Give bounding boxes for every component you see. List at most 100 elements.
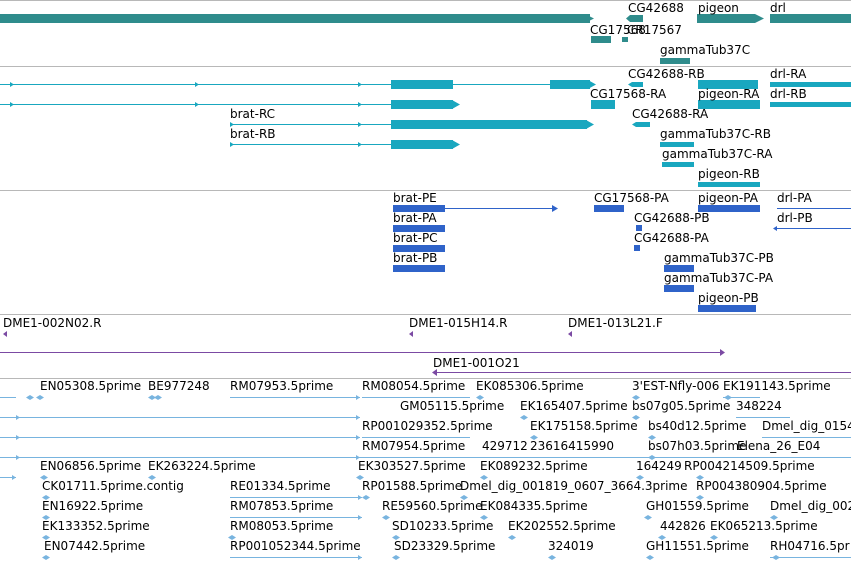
est-label[interactable]: Dmel_dig_0029 bbox=[770, 499, 851, 513]
protein-label[interactable]: CG42688-PA bbox=[634, 231, 710, 245]
transcript-label[interactable]: brat-RB bbox=[230, 127, 276, 141]
protein-track: brat-PE CG17568-PA pigeon-PA drl-PA brat… bbox=[393, 191, 851, 312]
transcript-label[interactable]: CG17568-RA bbox=[590, 87, 667, 101]
protein-label[interactable]: pigeon-PB bbox=[698, 291, 759, 305]
clone-label[interactable]: DME1-013L21.F bbox=[568, 316, 663, 330]
transcript-label[interactable]: gammaTub37C-RB bbox=[660, 127, 771, 141]
gene-gammatub37c[interactable] bbox=[660, 58, 690, 64]
protein-label[interactable]: pigeon-PA bbox=[698, 191, 759, 205]
protein-label[interactable]: drl-PA bbox=[777, 191, 813, 205]
protein-label[interactable]: brat-PB bbox=[393, 251, 437, 265]
gene-label[interactable]: CR17567 bbox=[627, 23, 682, 37]
est-label[interactable]: SD10233.5prime bbox=[392, 519, 493, 533]
protein-label[interactable]: brat-PE bbox=[393, 191, 437, 205]
est-label[interactable]: RM07954.5prime bbox=[362, 439, 465, 453]
est-label[interactable]: Elena_26_E04 bbox=[737, 439, 820, 453]
transcript-label[interactable]: drl-RB bbox=[770, 87, 807, 101]
est-label[interactable]: CK01711.5prime.contig bbox=[42, 479, 184, 493]
est-label[interactable]: 23616415990 bbox=[530, 439, 614, 453]
est-label[interactable]: BE977248 bbox=[148, 379, 210, 393]
est-label[interactable]: EN06856.5prime bbox=[40, 459, 141, 473]
protein-label[interactable]: CG17568-PA bbox=[594, 191, 670, 205]
est-label[interactable]: GH11551.5prime bbox=[646, 539, 749, 553]
clone-label[interactable]: DME1-002N02.R bbox=[3, 316, 101, 330]
est-label[interactable]: RP004380904.5prime bbox=[696, 479, 827, 493]
est-label[interactable]: EK065213.5prime bbox=[710, 519, 818, 533]
protein-features[interactable] bbox=[393, 205, 851, 312]
transcript-label[interactable]: gammaTub37C-RA bbox=[662, 147, 773, 161]
protein-label[interactable]: CG42688-PB bbox=[634, 211, 710, 225]
est-label[interactable]: EN05308.5prime bbox=[40, 379, 141, 393]
est-label[interactable]: bs07g05.5prime bbox=[632, 399, 730, 413]
est-label[interactable]: RP001029352.5prime bbox=[362, 419, 493, 433]
gene-drl[interactable] bbox=[770, 14, 851, 23]
protein-label[interactable]: gammaTub37C-PB bbox=[664, 251, 774, 265]
est-label[interactable]: RM08054.5prime bbox=[362, 379, 465, 393]
est-label[interactable]: bs07h03.5prime bbox=[648, 439, 746, 453]
est-label[interactable]: EK133352.5prime bbox=[42, 519, 150, 533]
est-label[interactable]: RH04716.5pr bbox=[770, 539, 850, 553]
est-label[interactable]: Dmel_dig_001819_0607_3664.3prime bbox=[460, 479, 688, 493]
clone-label[interactable]: DME1-015H14.R bbox=[409, 316, 508, 330]
est-label[interactable]: Dmel_dig_0154 bbox=[762, 419, 851, 433]
est-label[interactable]: bs40d12.5prime bbox=[648, 419, 746, 433]
protein-label[interactable]: drl-PB bbox=[777, 211, 813, 225]
est-label[interactable]: SD23329.5prime bbox=[394, 539, 495, 553]
protein-label[interactable]: gammaTub37C-PA bbox=[664, 271, 774, 285]
gene-label[interactable]: CG42688 bbox=[628, 1, 684, 15]
est-label[interactable]: 324019 bbox=[548, 539, 594, 553]
est-label[interactable]: RM07853.5prime bbox=[230, 499, 333, 513]
clone-features[interactable] bbox=[0, 331, 851, 376]
gene-label[interactable]: CG17568 bbox=[590, 23, 646, 37]
transcript-track: CG42688-RB drl-RA CG17568-RA pigeon-RA d… bbox=[0, 67, 851, 187]
transcript-label[interactable]: CG42688-RB bbox=[628, 67, 705, 81]
gene-cr17567[interactable] bbox=[622, 37, 628, 42]
gene-cg42688[interactable] bbox=[630, 15, 643, 22]
gene-features[interactable] bbox=[0, 14, 851, 64]
est-label[interactable]: RP001052344.5prime bbox=[230, 539, 361, 553]
gene-cg17568[interactable] bbox=[591, 36, 611, 43]
transcript-labels: CG42688-RB drl-RA CG17568-RA pigeon-RA d… bbox=[230, 67, 807, 181]
est-label[interactable]: 442826 bbox=[660, 519, 706, 533]
transcript-label[interactable]: brat-RC bbox=[230, 107, 275, 121]
est-label[interactable]: GH01559.5prime bbox=[646, 499, 749, 513]
gene-labels: CG42688 pigeon drl CG17568 CR17567 gamma… bbox=[590, 1, 786, 57]
transcript-label[interactable]: pigeon-RA bbox=[698, 87, 760, 101]
gene-pigeon[interactable] bbox=[697, 14, 755, 23]
est-label[interactable]: EK191143.5prime bbox=[723, 379, 831, 393]
est-label[interactable]: RP004214509.5prime bbox=[684, 459, 815, 473]
transcript-label[interactable]: pigeon-RB bbox=[698, 167, 760, 181]
est-label[interactable]: EK202552.5prime bbox=[508, 519, 616, 533]
est-label[interactable]: EN16922.5prime bbox=[42, 499, 143, 513]
transcript-label[interactable]: CG42688-RA bbox=[632, 107, 709, 121]
clone-label[interactable]: DME1-001O21 bbox=[433, 356, 520, 370]
est-label[interactable]: EK085306.5prime bbox=[476, 379, 584, 393]
est-label[interactable]: EK263224.5prime bbox=[148, 459, 256, 473]
gene-brat-arrow bbox=[585, 14, 594, 23]
transcript-features[interactable] bbox=[0, 80, 851, 187]
est-label[interactable]: 429712 bbox=[482, 439, 528, 453]
est-label[interactable]: EK084335.5prime bbox=[480, 499, 588, 513]
est-label[interactable]: EK089232.5prime bbox=[480, 459, 588, 473]
est-label[interactable]: EK303527.5prime bbox=[358, 459, 466, 473]
est-label[interactable]: EN07442.5prime bbox=[44, 539, 145, 553]
transcript-label[interactable]: drl-RA bbox=[770, 67, 807, 81]
protein-label[interactable]: brat-PC bbox=[393, 231, 438, 245]
est-label[interactable]: RM07953.5prime bbox=[230, 379, 333, 393]
est-label[interactable]: 164249 bbox=[636, 459, 682, 473]
est-label[interactable]: GM05115.5prime bbox=[400, 399, 504, 413]
est-label[interactable]: EK165407.5prime bbox=[520, 399, 628, 413]
est-label[interactable]: 3'EST-Nfly-006 bbox=[632, 379, 719, 393]
est-label[interactable]: RP01588.5prime bbox=[362, 479, 462, 493]
gene-label[interactable]: pigeon bbox=[698, 1, 739, 15]
est-label[interactable]: EK175158.5prime bbox=[530, 419, 638, 433]
est-label[interactable]: RE01334.5prime bbox=[230, 479, 331, 493]
est-label[interactable]: RE59560.5prime bbox=[382, 499, 483, 513]
protein-label[interactable]: brat-PA bbox=[393, 211, 437, 225]
est-features[interactable] bbox=[0, 395, 851, 560]
gene-label[interactable]: gammaTub37C bbox=[660, 43, 750, 57]
est-label[interactable]: RM08053.5prime bbox=[230, 519, 333, 533]
est-label[interactable]: 348224 bbox=[736, 399, 782, 413]
gene-label[interactable]: drl bbox=[770, 1, 786, 15]
gene-brat[interactable] bbox=[0, 14, 590, 23]
